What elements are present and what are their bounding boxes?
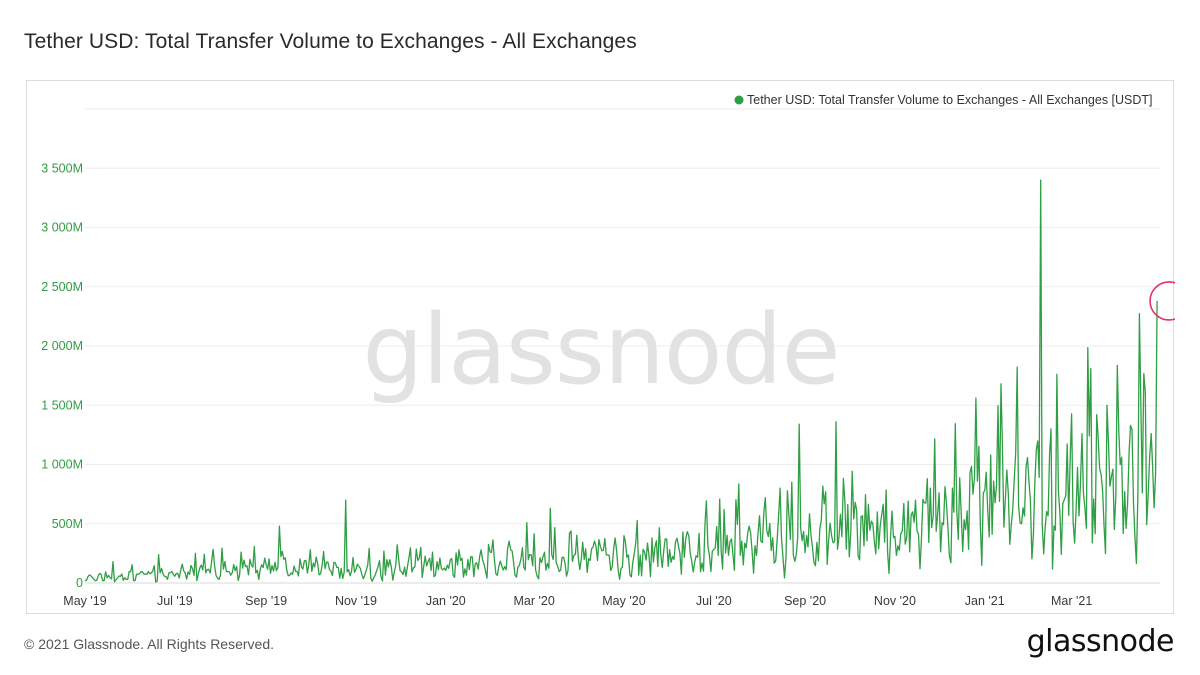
copyright-text: © 2021 Glassnode. All Rights Reserved.	[24, 636, 275, 652]
x-tick-label: Jan '20	[426, 594, 466, 608]
chart-panel: glassnode 0 500M 1 000M 1 500M 2 000M 2 500M 3…	[26, 80, 1175, 614]
series-group	[84, 179, 1158, 583]
y-tick-label: 3 000M	[41, 221, 83, 235]
y-tick-label: 2 000M	[41, 339, 83, 353]
series-line	[84, 179, 1158, 583]
legend-label: Tether USD: Total Transfer Volume to Exc…	[747, 93, 1153, 107]
chart-title: Tether USD: Total Transfer Volume to Exc…	[24, 30, 637, 53]
y-axis: 0 500M 1 000M 1 500M 2 000M 2 500M 3 000M 3 500…	[41, 161, 83, 590]
y-tick-label: 1 000M	[41, 458, 83, 472]
y-tick-label: 2 500M	[41, 280, 83, 294]
x-tick-label: Nov '20	[874, 594, 916, 608]
legend[interactable]: Tether USD: Total Transfer Volume to Exc…	[734, 93, 1153, 107]
x-tick-label: Nov '19	[335, 594, 377, 608]
glassnode-logo[interactable]: glassnode	[1026, 624, 1175, 659]
x-tick-label: Jan '21	[965, 594, 1005, 608]
y-tick-label: 1 500M	[41, 398, 83, 412]
x-tick-label: Mar '21	[1051, 594, 1092, 608]
legend-marker	[734, 95, 744, 105]
x-tick-label: Jul '20	[696, 594, 732, 608]
watermark: glassnode	[362, 294, 839, 406]
x-tick-label: May '20	[602, 594, 645, 608]
highlight-circle	[1149, 281, 1175, 321]
x-tick-label: Mar '20	[513, 594, 554, 608]
y-tick-label: 3 500M	[41, 161, 83, 175]
x-tick-label: Jul '19	[157, 594, 193, 608]
x-tick-label: Sep '19	[245, 594, 287, 608]
line-chart: glassnode 0 500M 1 000M 1 500M 2 000M 2 500M 3…	[41, 93, 1175, 608]
y-tick-label: 500M	[52, 517, 83, 531]
grid-lines	[85, 108, 1160, 584]
y-tick-label: 0	[76, 576, 83, 590]
x-axis: May '19 Jul '19 Sep '19 Nov '19 Jan '20 Mar '…	[63, 594, 1092, 608]
annotation-group	[1149, 281, 1175, 321]
x-tick-label: Sep '20	[784, 594, 826, 608]
x-tick-label: May '19	[63, 594, 106, 608]
